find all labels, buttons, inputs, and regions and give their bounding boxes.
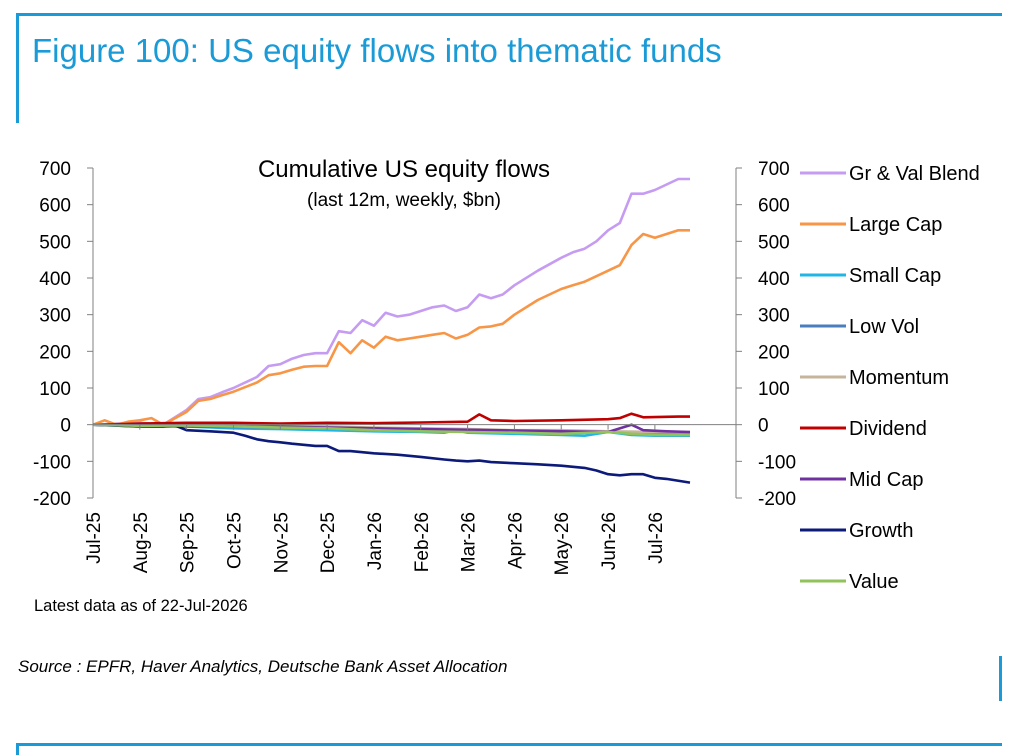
legend-label-dividend: Dividend [849,418,927,440]
next-figure-frame-top [16,743,1002,746]
y-tick-label-left: 400 [39,269,71,290]
y-tick-label-right: 100 [758,379,790,400]
y-tick-label-left: -100 [33,452,71,473]
x-tick-label: Nov-25 [271,512,292,573]
x-tick-label: Dec-25 [318,512,339,573]
series-line-growth [92,423,691,484]
y-tick-label-left: 600 [39,196,71,217]
x-tick-label: Jul-26 [646,512,667,564]
x-tick-label: Jul-25 [84,512,105,564]
series-line-large-cap [92,229,690,426]
legend-label-large-cap: Large Cap [849,214,942,236]
figure-frame-right [999,656,1002,701]
legend-label-momentum: Momentum [849,367,949,389]
y-tick-label-left: 500 [39,232,71,253]
series-line-gr-val-blend [92,177,690,426]
legend-label-value: Value [849,571,899,593]
y-tick-label-right: 200 [758,342,790,363]
legend-label-mid-cap: Mid Cap [849,469,923,491]
y-tick-label-right: -100 [758,452,796,473]
source-note: Source : EPFR, Haver Analytics, Deutsche… [18,657,508,676]
chart-title: Cumulative US equity flows [258,156,550,183]
legend-label-small-cap: Small Cap [849,265,941,287]
x-tick-label: Apr-26 [505,512,526,569]
legend-label-low-vol: Low Vol [849,316,919,338]
x-tick-label: Aug-25 [131,512,152,573]
legend-label-growth: Growth [849,520,913,542]
y-tick-label-left: 300 [39,306,71,327]
y-tick-label-right: 600 [758,196,790,217]
legend-label-gr-val-blend: Gr & Val Blend [849,163,980,185]
y-tick-label-right: 300 [758,306,790,327]
y-tick-label-left: -200 [33,489,71,510]
x-tick-label: Mar-26 [459,512,480,572]
series-line-dividend [92,412,690,426]
x-tick-label: May-26 [552,512,573,575]
x-tick-label: Feb-26 [412,512,433,572]
figure-frame-left [16,13,19,123]
figure-title: Figure 100: US equity flows into themati… [32,32,722,69]
y-tick-label-right: -200 [758,489,796,510]
next-figure-frame-left [16,743,19,755]
x-tick-label: Oct-25 [224,512,245,569]
figure-frame-top [16,13,1002,16]
x-tick-label: Jun-26 [599,512,620,570]
chart-subtitle: (last 12m, weekly, $bn) [307,190,501,211]
x-tick-label: Jan-26 [365,512,386,570]
latest-data-note: Latest data as of 22-Jul-2026 [34,597,248,615]
y-tick-label-right: 700 [758,159,790,180]
y-tick-label-right: 0 [758,416,769,437]
x-tick-label: Sep-25 [178,512,199,573]
y-tick-label-right: 400 [758,269,790,290]
y-tick-label-left: 0 [60,416,71,437]
y-tick-label-right: 500 [758,232,790,253]
y-tick-label-left: 200 [39,342,71,363]
y-tick-label-left: 700 [39,159,71,180]
y-tick-label-left: 100 [39,379,71,400]
series-line-value [92,423,690,437]
